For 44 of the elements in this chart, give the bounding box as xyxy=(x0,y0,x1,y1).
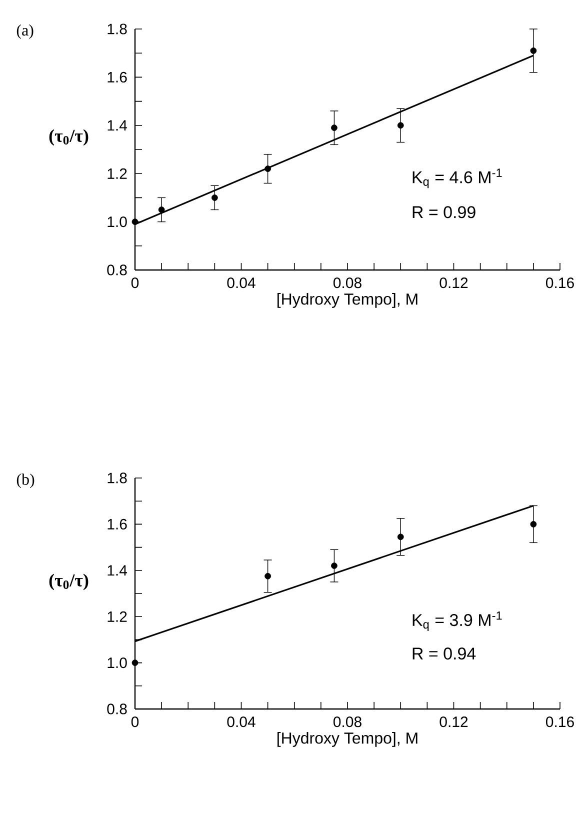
y-tick-label: 1.8 xyxy=(108,24,127,34)
y-tick-label: 1.6 xyxy=(108,72,127,83)
y-tick-label: 1.8 xyxy=(108,472,127,484)
y-tick-label: 1.4 xyxy=(108,120,128,131)
y-tick-label: 1.2 xyxy=(108,168,127,179)
x-tick-label: 0.04 xyxy=(227,278,256,288)
point xyxy=(158,206,165,213)
text: (a) xyxy=(16,24,34,39)
point xyxy=(397,122,404,129)
y-axis-title: (τ$_{0}$/τ) xyxy=(49,129,88,146)
point xyxy=(264,166,272,172)
x-tick-label: 0.08 xyxy=(333,716,362,728)
point xyxy=(331,124,338,132)
y-tick-label: 0.8 xyxy=(107,704,127,714)
annotation: R = 0.94 xyxy=(412,648,476,660)
point xyxy=(397,534,404,540)
y-tick-label: 1.6 xyxy=(108,518,127,530)
y-tick-label: 1.4 xyxy=(108,565,128,576)
x-tick-label: 0.16 xyxy=(546,716,574,728)
text: (b) xyxy=(16,474,34,488)
x-tick-label: 0.12 xyxy=(440,278,468,288)
x-tick-label: 0.16 xyxy=(546,278,574,288)
annotation: R = 0.99 xyxy=(412,206,476,218)
y-tick-label: 0.8 xyxy=(107,264,127,276)
x-tick-label: 0.04 xyxy=(227,716,256,728)
x-axis-title: [Hydroxy Tempo], M xyxy=(278,293,418,308)
point xyxy=(530,47,537,54)
point xyxy=(264,572,272,580)
x-tick-label: 0.12 xyxy=(440,716,468,728)
annotation: K$_{q}$ = 3.9 M$^{-1}$ xyxy=(412,611,502,631)
point xyxy=(211,194,218,201)
x-axis-title: [Hydroxy Tempo], M xyxy=(278,732,418,747)
point xyxy=(132,660,138,666)
x-tick-label: 0 xyxy=(131,716,139,728)
x-tick-label: 0 xyxy=(131,278,139,288)
annotation: K$_{q}$ = 4.6 M$^{-1}$ xyxy=(412,168,502,188)
point xyxy=(132,218,138,225)
point xyxy=(530,520,537,528)
y-tick-label: 1.0 xyxy=(108,657,127,668)
point xyxy=(331,562,338,569)
y-tick-label: 1.2 xyxy=(108,611,127,622)
y-axis-title: (τ$_{0}$/τ) xyxy=(49,574,88,590)
x-tick-label: 0.08 xyxy=(333,278,362,288)
y-tick-label: 1.0 xyxy=(108,216,127,228)
